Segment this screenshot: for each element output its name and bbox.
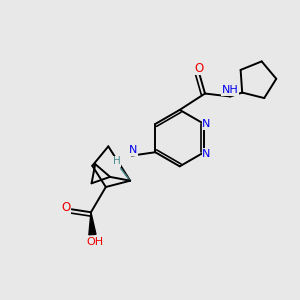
Text: N: N [129,145,137,155]
Text: O: O [194,62,204,75]
Text: OH: OH [87,237,104,247]
Text: H: H [113,156,121,167]
Text: N: N [202,149,211,159]
Polygon shape [89,212,96,235]
Text: N: N [202,119,211,129]
Text: O: O [61,201,70,214]
Text: NH: NH [222,85,238,95]
